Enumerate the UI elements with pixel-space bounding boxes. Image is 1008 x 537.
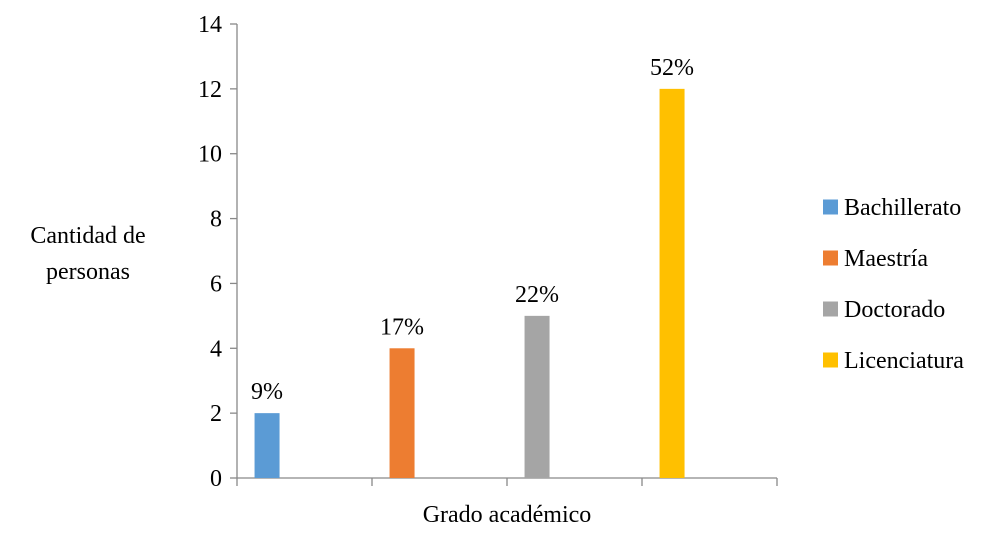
bar-doctorado [524,315,550,478]
bar-bachillerato [254,413,280,478]
bar-maestría [389,348,415,478]
y-tick-label: 12 [198,77,222,103]
y-tick-label: 6 [210,271,222,297]
legend-label-maestría: Maestría [844,246,928,272]
data-labels: 9% 17% 22% 52% [251,55,694,405]
legend-label-doctorado: Doctorado [844,297,945,323]
bar-licenciatura [659,88,685,478]
data-label-licenciatura: 52% [650,55,694,81]
legend: Bachillerato Maestría Doctorado Licenciatur… [823,195,964,374]
y-axis-title-line-1: Cantidad de [30,223,145,249]
legend-swatch-bachillerato [823,199,838,215]
y-axis-title-line-2: personas [46,259,130,285]
data-label-doctorado: 22% [515,282,559,308]
x-axis-title: Grado académico [423,502,592,528]
legend-swatch-doctorado [823,301,838,317]
y-tick-label: 14 [198,12,222,38]
axes: 0 2 4 6 8 10 12 14 [198,12,778,492]
legend-swatch-maestría [823,250,838,266]
y-tick-label: 0 [210,466,222,492]
legend-label-bachillerato: Bachillerato [844,195,961,221]
y-tick-label: 10 [198,142,222,168]
data-label-bachillerato: 9% [251,379,283,405]
y-tick-label: 4 [210,336,222,362]
y-tick-label: 8 [210,207,222,233]
y-tick-label: 2 [210,401,222,427]
legend-label-licenciatura: Licenciatura [844,348,964,374]
bars [254,88,685,478]
data-label-maestría: 17% [380,314,424,340]
legend-swatch-licenciatura [823,352,838,368]
